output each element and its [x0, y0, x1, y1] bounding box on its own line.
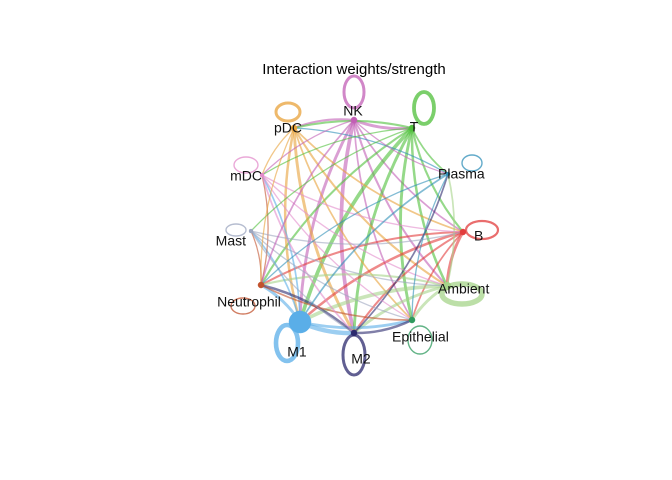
self-loop-ambient: [439, 281, 485, 307]
edge-mast-ambient: [250, 230, 448, 287]
node-label-epithelial: Epithelial: [392, 329, 449, 345]
self-loop-pdc: [274, 101, 302, 123]
nodes-layer: [248, 116, 467, 337]
edge-mast-m2: [250, 230, 355, 334]
self-loop-b: [464, 219, 500, 241]
self-loop-mdc: [233, 156, 259, 174]
node-label-b: B: [474, 228, 483, 244]
edge-pdc-epithelial: [293, 127, 413, 321]
node-plasma: [445, 171, 451, 177]
edge-neutrophil-mdc: [260, 174, 269, 286]
edge-t-epithelial: [399, 126, 414, 322]
node-m1: [288, 310, 312, 334]
node-label-pdc: pDC: [274, 120, 302, 136]
edge-mdc-b: [261, 174, 464, 233]
self-loop-epithelial: [407, 325, 433, 355]
edge-mast-epithelial: [250, 230, 413, 321]
edge-pdc-mdc: [261, 127, 295, 176]
node-mdc: [259, 172, 265, 178]
self-loop-nk: [342, 74, 366, 110]
node-b: [459, 228, 467, 236]
node-label-neutrophil: Neutrophil: [217, 294, 281, 310]
edge-plasma-epithelial: [411, 173, 449, 321]
node-neutrophil: [257, 281, 265, 289]
edge-t-neutrophil: [259, 126, 414, 287]
self-loop-mast: [225, 223, 247, 237]
edge-t-ambient: [410, 126, 449, 288]
node-label-plasma: Plasma: [438, 166, 485, 182]
edge-plasma-pdc: [293, 127, 449, 175]
self-loop-plasma: [461, 154, 483, 172]
edge-mast-b: [250, 230, 464, 245]
self-loop-neutrophil: [230, 297, 256, 315]
edge-nk-plasma: [353, 119, 449, 175]
edge-m2-plasma: [353, 173, 449, 334]
edge-t-plasma: [411, 127, 449, 175]
node-epithelial: [408, 316, 416, 324]
edge-b-m2: [352, 230, 465, 335]
edge-ambient-m2: [352, 284, 449, 335]
node-m2: [350, 329, 358, 337]
edge-ambient-m1: [298, 284, 449, 324]
node-label-t: T: [410, 119, 419, 135]
edge-t-mast: [250, 127, 413, 232]
node-pdc: [290, 124, 298, 132]
edge-ambient-plasma: [446, 173, 456, 287]
edge-m1-mdc: [261, 174, 301, 323]
self-loop-t: [412, 90, 436, 126]
node-label-mast: Mast: [216, 233, 246, 249]
node-nk: [350, 116, 358, 124]
edge-pdc-neutrophil: [260, 127, 295, 286]
edge-m1-epithelial: [298, 318, 414, 330]
edge-ambient-neutrophil: [259, 273, 449, 288]
node-label-ambient: Ambient: [438, 281, 489, 297]
node-ambient: [442, 281, 452, 291]
node-label-m2: M2: [351, 351, 371, 367]
edge-nk-mdc: [261, 119, 355, 176]
plot-title: Interaction weights/strength: [262, 61, 445, 78]
edge-nk-neutrophil: [260, 119, 355, 286]
edge-plasma-m1: [299, 173, 449, 323]
node-mast: [248, 228, 254, 234]
edge-nk-ambient: [352, 118, 449, 288]
edge-plasma-neutrophil: [260, 173, 449, 286]
node-label-nk: NK: [343, 103, 363, 119]
node-t: [408, 124, 416, 132]
node-label-mdc: mDC: [230, 168, 262, 184]
edge-nk-m1: [298, 118, 356, 324]
edge-mdc-ambient: [261, 174, 448, 287]
edge-mdc-epithelial: [261, 174, 413, 321]
self-loops-layer: [225, 74, 500, 377]
edge-b-epithelial: [411, 231, 464, 321]
labels-layer: NK T Plasma B Ambient Epithelial M2 M1 Neutrophi…: [216, 103, 490, 367]
edge-m2-epithelial: [352, 318, 414, 335]
edge-mdc-m2: [261, 174, 355, 334]
self-loop-m1: [273, 322, 301, 364]
edge-pdc-b: [293, 127, 464, 233]
edge-m2-neutrophil: [259, 283, 356, 335]
edges-layer: [250, 118, 465, 336]
node-label-m1: M1: [287, 344, 307, 360]
edge-t-b: [410, 126, 465, 234]
edge-pdc-m2: [292, 126, 356, 335]
